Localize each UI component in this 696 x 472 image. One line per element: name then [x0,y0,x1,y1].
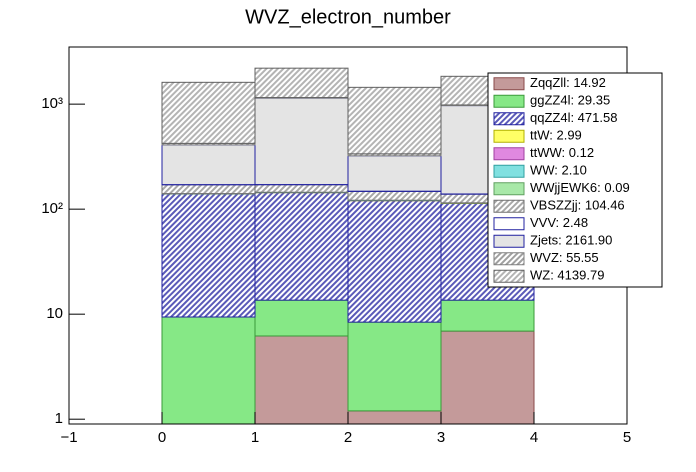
legend-swatch [493,199,525,213]
x-tick-label: 3 [437,429,445,446]
histogram-bar [440,299,535,332]
histogram-bar [254,97,349,186]
legend-swatch [493,147,525,161]
histogram-bar [161,193,256,318]
histogram-bar [347,410,442,425]
legend-swatch [493,269,525,283]
legend-label: qqZZ4l: 471.58 [530,110,617,125]
x-tick-label: 5 [623,429,631,446]
legend-swatch [493,182,525,196]
histogram-bar [161,81,256,144]
histogram-bar [254,299,349,337]
histogram-bar [254,184,349,193]
x-tick-label: −1 [60,429,77,446]
y-tick-label: 1 [55,410,63,427]
legend-label: Zjets: 2161.90 [530,233,612,248]
legend-label: WZ: 4139.79 [530,268,604,283]
legend-label: ttW: 2.99 [530,128,582,143]
histogram-bar [347,86,442,155]
legend-swatch [493,77,525,91]
legend-label: VVV: 2.48 [530,215,588,230]
legend-swatch [493,112,525,126]
legend-label: WVZ: 55.55 [530,250,599,265]
histogram-bar [161,184,256,195]
x-tick-label: 4 [530,429,538,446]
y-tick-label: 10³ [41,95,63,112]
histogram-bar [254,335,349,425]
legend-swatch [493,234,525,248]
histogram-bar [347,155,442,192]
legend-label: VBSZZjj: 104.46 [530,198,625,213]
x-tick-label: 2 [344,429,352,446]
legend-label: WWjjEWK6: 0.09 [530,180,630,195]
legend-label: ttWW: 0.12 [530,145,594,160]
legend-label: WW: 2.10 [530,163,587,178]
histogram-bar [254,67,349,99]
legend-swatch [493,164,525,178]
chart-title: WVZ_electron_number [245,6,451,28]
legend: ZqqZll: 14.92 ggZZ4l: 29.35 qqZZ4l: 471.58… [487,72,663,288]
legend-swatch [493,217,525,231]
histogram-bar [440,330,535,425]
legend-label: ZqqZll: 14.92 [530,75,606,90]
legend-swatch [493,252,525,266]
legend-box [487,72,663,288]
x-tick-label: 1 [251,429,259,446]
y-tick-label: 10 [46,305,63,322]
x-tick-label: 0 [158,429,166,446]
histogram-bar [254,192,349,301]
plot-area [161,67,535,425]
histogram-bar [347,190,442,201]
legend-swatch [493,94,525,108]
histogram-bar [161,144,256,186]
histogram-bar [347,200,442,323]
axes: 1 10 10² 10³ −1 0 1 2 3 4 5 [41,95,631,446]
legend-swatch [493,129,525,143]
histogram-bar [347,321,442,412]
legend-label: ggZZ4l: 29.35 [530,93,610,108]
histogram-bar [161,316,256,425]
y-tick-label: 10² [41,200,63,217]
